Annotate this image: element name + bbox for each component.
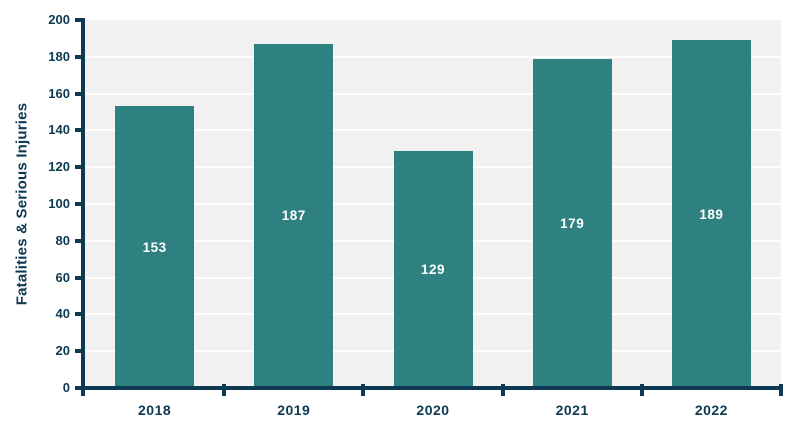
x-axis-tick (361, 384, 366, 396)
y-axis-tick-label: 20 (55, 343, 70, 359)
bar-2021: 179 (532, 58, 612, 388)
x-axis-category-label: 2020 (416, 402, 450, 418)
x-axis-line (81, 386, 783, 390)
y-axis-tick (75, 275, 82, 280)
x-axis-tick (222, 384, 227, 396)
x-axis-category-label: 2018 (138, 402, 172, 418)
x-axis-tick (779, 384, 783, 396)
y-axis-tick (75, 165, 82, 170)
y-axis-tick (75, 54, 82, 59)
y-axis-tick-label: 200 (48, 12, 70, 27)
y-axis-tick-label: 60 (55, 269, 70, 285)
x-axis-category-label: 2019 (277, 402, 311, 418)
y-axis-tick (75, 202, 82, 206)
bar-2022: 189 (671, 40, 751, 388)
plot-area: 153 187 129 179 189 (85, 20, 781, 388)
x-axis-tick (500, 384, 505, 396)
x-axis-category-label: 2021 (555, 402, 589, 418)
bar-2019: 187 (254, 43, 334, 388)
y-axis-tick-label: 180 (48, 48, 70, 64)
y-axis-tick (75, 238, 82, 243)
bar-value-label: 189 (699, 206, 724, 222)
y-axis-tick-label: 120 (48, 159, 70, 175)
bar-value-label: 129 (420, 261, 446, 277)
gridline (85, 55, 781, 58)
x-axis-tick (639, 384, 644, 396)
y-axis-tick-label: 140 (48, 122, 70, 138)
bar-2018: 153 (115, 106, 195, 388)
y-axis-tick (75, 312, 82, 317)
y-axis-tick-label: 100 (48, 196, 70, 211)
gridline (85, 92, 781, 95)
y-axis-tick (75, 386, 82, 390)
x-axis-category-label: 2022 (694, 402, 728, 418)
y-axis-tick (75, 91, 82, 96)
y-axis-tick-label: 40 (55, 306, 70, 322)
y-axis-tick (75, 128, 82, 133)
bar-value-label: 187 (281, 208, 306, 224)
gridline (85, 129, 781, 132)
bar-value-label: 153 (142, 239, 167, 255)
y-axis-tick-label: 80 (55, 232, 70, 248)
y-axis-tick-label: 0 (62, 380, 70, 395)
bar-2020: 129 (393, 150, 473, 388)
y-axis-line (81, 18, 85, 396)
y-axis-tick (75, 349, 82, 354)
bar-value-label: 179 (560, 215, 585, 231)
y-axis-tick-label: 160 (48, 85, 70, 101)
y-axis-tick (75, 18, 82, 22)
